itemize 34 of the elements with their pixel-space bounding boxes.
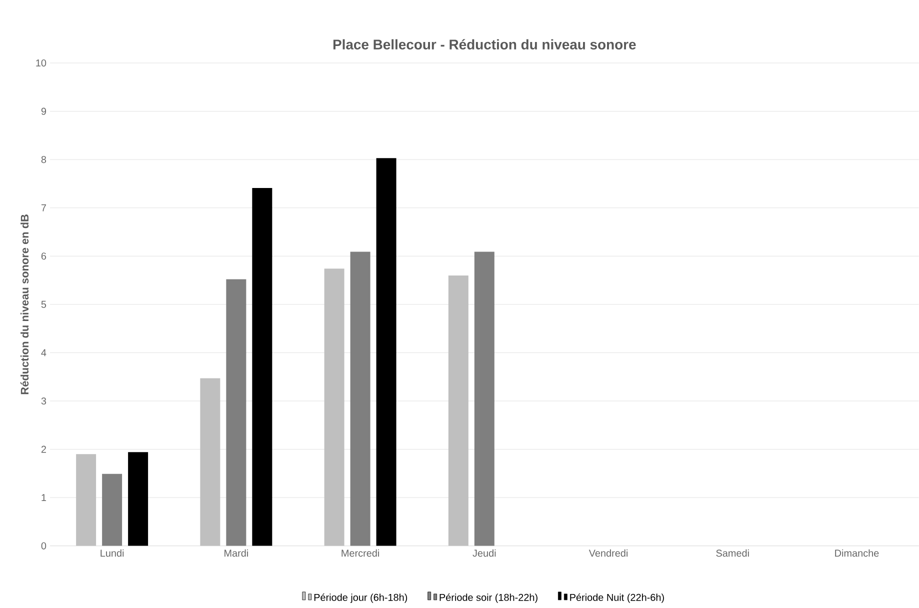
bar bbox=[76, 454, 96, 546]
bar bbox=[252, 188, 272, 546]
x-tick-label: Samedi bbox=[716, 549, 749, 557]
y-axis-title: Réduction du niveau sonore en dB bbox=[20, 214, 29, 394]
x-tick-label: Jeudi bbox=[472, 549, 496, 557]
y-tick-label: 6 bbox=[41, 252, 46, 260]
bar bbox=[350, 252, 370, 546]
y-tick-label: 2 bbox=[41, 446, 46, 453]
x-tick-label: Mercredi bbox=[342, 549, 379, 557]
bar bbox=[128, 452, 148, 546]
x-tick-label: Mardi bbox=[224, 549, 248, 557]
y-tick-label: 9 bbox=[41, 108, 46, 115]
legend-label: Période soir (18h-22h) bbox=[440, 594, 538, 603]
bar bbox=[226, 279, 246, 546]
legend-label: Période jour (6h-18h) bbox=[314, 594, 408, 603]
bar bbox=[376, 158, 396, 546]
x-tick-label: Vendredi bbox=[588, 549, 628, 557]
y-tick-label: 0 bbox=[41, 542, 46, 550]
y-tick-label: 4 bbox=[41, 349, 46, 356]
chart-title: Place Bellecour - Réduction du niveau sonore bbox=[333, 39, 636, 50]
legend-label: Période Nuit (22h-6h) bbox=[570, 594, 664, 603]
bar bbox=[474, 252, 494, 546]
y-tick-label: 3 bbox=[41, 398, 46, 405]
x-tick-label: Lundi bbox=[100, 549, 124, 557]
y-tick-label: 8 bbox=[41, 156, 46, 164]
bar bbox=[200, 378, 220, 546]
x-tick-label: Dimanche bbox=[835, 549, 879, 557]
y-tick-label: 1 bbox=[42, 494, 46, 502]
bar bbox=[102, 474, 122, 546]
bar bbox=[324, 268, 344, 546]
y-tick-label: 5 bbox=[41, 301, 46, 308]
y-tick-label: 10 bbox=[36, 60, 46, 67]
y-tick-label: 7 bbox=[41, 204, 46, 212]
bar bbox=[448, 276, 468, 546]
